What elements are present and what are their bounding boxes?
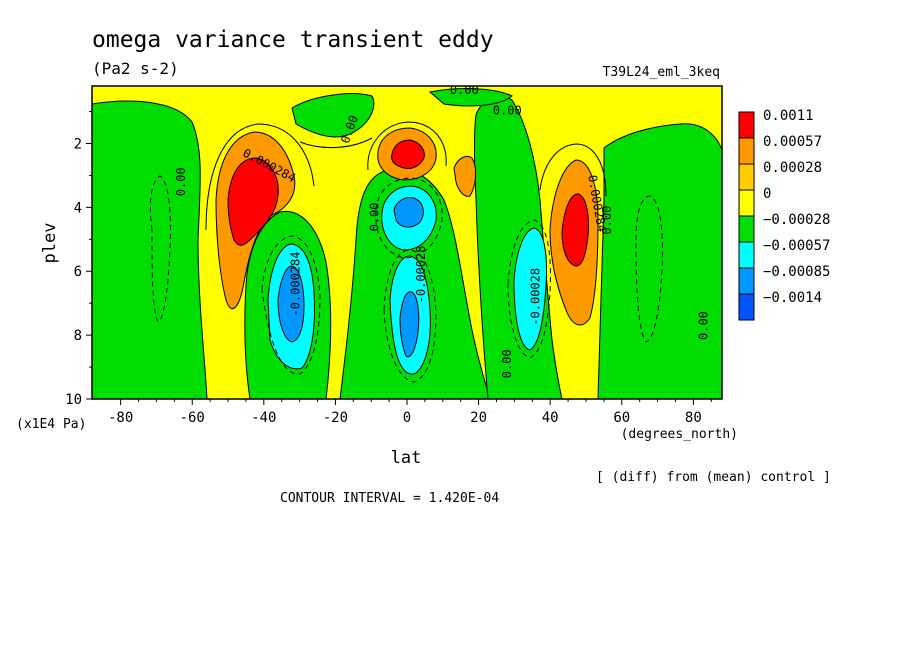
colorbar-legend: 0.0011 0.00057 0.00028 0 −0.00028 −0.00057 −0.… [738, 108, 830, 321]
negative-region-upper-south [291, 93, 375, 138]
y-axis: 2 4 6 8 10 [65, 111, 92, 408]
contour-value-label: 0.00 [600, 206, 614, 235]
x-tick-label: -60 [180, 410, 205, 426]
contour-value-label: 0.00 [367, 202, 381, 231]
colorbar-swatch [738, 163, 755, 191]
y-tick-label: 6 [74, 264, 82, 280]
colorbar-label: 0.00028 [763, 160, 822, 176]
x-tick-label: -40 [251, 410, 276, 426]
x-tick-label: -20 [323, 410, 348, 426]
colorbar-label: 0.0011 [763, 108, 814, 124]
dashed-contour-far-north [635, 195, 663, 343]
y-tick-label: 8 [74, 328, 82, 344]
contour-value-label: 0.00 [174, 167, 188, 196]
y-units-label: (x1E4 Pa) [16, 417, 86, 432]
y-tick-label: 2 [74, 136, 82, 152]
contour-value-label: -0.000284 [289, 252, 303, 317]
colorbar-swatch [738, 267, 755, 295]
x-tick-label: 60 [613, 410, 630, 426]
colorbar-swatch [738, 137, 755, 165]
dashed-contour-equator-lower [383, 249, 437, 383]
contour-value-label: 0.00 [450, 83, 479, 97]
dashed-contour-equator-upper [375, 177, 443, 259]
positive-region-north-orange-small [453, 155, 477, 197]
positive-region-equator-red [391, 139, 425, 169]
positive-region-north-red [561, 193, 589, 267]
contour-value-label: -0.00028 [528, 268, 542, 326]
colorbar-label: −0.00028 [763, 212, 830, 228]
contour-line-south [205, 123, 315, 231]
colorbar-swatch [738, 241, 755, 269]
colorbar-swatch [738, 111, 755, 139]
y-tick-label: 10 [65, 392, 82, 408]
negative-core-equator-lower-blue [399, 291, 420, 358]
contour-interval-note: CONTOUR INTERVAL = 1.420E-04 [280, 491, 499, 506]
contour-line-equator-upper [367, 121, 447, 171]
positive-region-south-red [227, 157, 279, 246]
negative-core-north-cyan [513, 227, 547, 351]
colorbar-swatch [738, 215, 755, 243]
diff-note: [ (diff) from (mean) control ] [596, 470, 831, 485]
x-tick-label: 0 [403, 410, 411, 426]
contour-value-label: 0.00 [697, 311, 711, 340]
colorbar-label: 0.00057 [763, 134, 822, 150]
dashed-contours [149, 175, 663, 383]
y-axis-label: plev [40, 223, 60, 264]
colorbar-swatch [738, 189, 755, 217]
negative-region-top-north [428, 88, 513, 107]
colorbar-label: −0.00057 [763, 238, 830, 254]
contour-value-label: 0.00 [500, 349, 514, 378]
thin-contour-lines [205, 121, 607, 231]
colorbar-label: 0 [763, 186, 771, 202]
x-axis-label: lat [391, 448, 422, 468]
colorbar-label: −0.00085 [763, 264, 830, 280]
units-label: (Pa2 s-2) [92, 59, 179, 78]
chart-title: omega variance transient eddy [92, 27, 494, 53]
y-tick-label: 4 [74, 200, 82, 216]
dashed-contour-south [261, 235, 321, 375]
negative-region-far-south [92, 100, 208, 399]
negative-core-equator-upper-blue [393, 197, 424, 228]
contour-value-label: -0.00028 [414, 246, 428, 304]
negative-region-far-north [597, 123, 722, 399]
colorbar-swatch [738, 293, 755, 321]
x-tick-label: 40 [542, 410, 559, 426]
dataset-label: T39L24_eml_3keq [603, 65, 720, 80]
contour-line-upper-band [299, 137, 373, 149]
contour-line-north [539, 143, 607, 197]
x-tick-label: 20 [470, 410, 487, 426]
colorbar-label: −0.0014 [763, 290, 822, 306]
contour-value-label: 0.00 [493, 104, 522, 118]
x-tick-label: -80 [108, 410, 133, 426]
x-axis: -80 -60 -40 -20 0 20 40 60 80 [108, 399, 712, 426]
x-tick-label: 80 [685, 410, 702, 426]
negative-core-south-blue [277, 265, 305, 343]
x-units-label: (degrees_north) [621, 427, 738, 442]
